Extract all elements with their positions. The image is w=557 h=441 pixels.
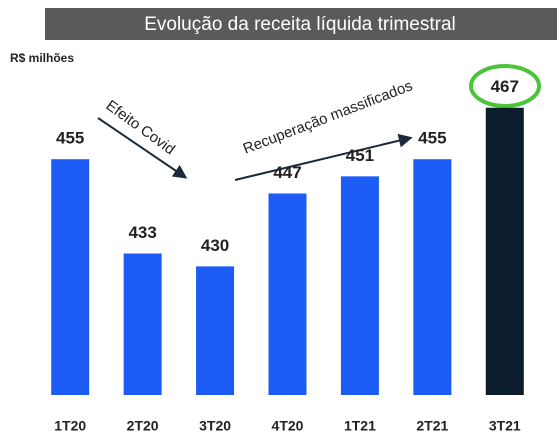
annotation: Recuperação massificados — [241, 77, 415, 157]
x-tick-label: 3T20 — [199, 418, 231, 434]
x-tick-label: 2T20 — [127, 418, 159, 434]
bar — [413, 159, 452, 395]
value-label: 430 — [201, 236, 229, 255]
x-tick-label: 2T21 — [416, 418, 448, 434]
bar — [485, 107, 524, 396]
x-tick-label: 1T20 — [54, 418, 86, 434]
arrow — [234, 133, 413, 181]
x-tick-label: 1T21 — [344, 418, 376, 434]
title-banner — [45, 8, 557, 40]
bar — [51, 159, 90, 395]
value-label: 467 — [491, 77, 519, 96]
x-tick-label: 3T21 — [489, 418, 521, 434]
bar — [268, 193, 307, 395]
arrow — [97, 117, 188, 179]
subtitle: R$ milhões — [10, 51, 74, 65]
value-label: 455 — [56, 129, 84, 148]
value-label: 447 — [273, 163, 301, 182]
chart-title: Evolução da receita líquida trimestral — [144, 14, 456, 35]
annotation: Efeito Covid — [103, 97, 178, 158]
value-label: 433 — [128, 223, 156, 242]
value-label: 451 — [346, 146, 374, 165]
value-label: 455 — [418, 129, 446, 148]
highlight-ellipse — [469, 64, 541, 108]
bar — [123, 253, 162, 395]
x-tick-label: 4T20 — [272, 418, 304, 434]
bar — [196, 266, 235, 395]
bar — [340, 176, 379, 395]
